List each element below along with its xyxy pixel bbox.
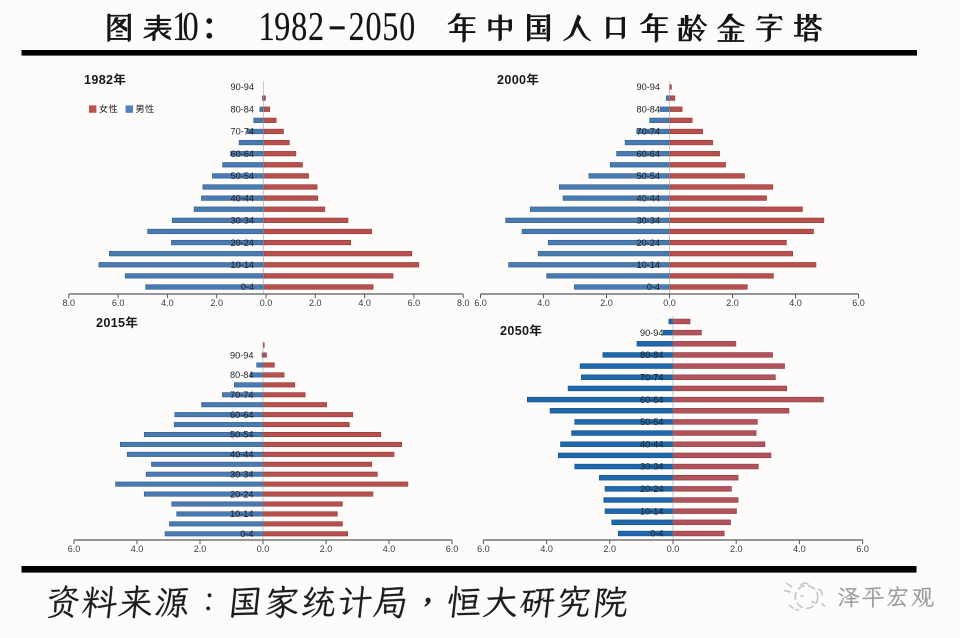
svg-text:0.0: 0.0 [663,298,676,308]
svg-text:20-24: 20-24 [230,489,254,499]
svg-text:10-14: 10-14 [231,260,255,270]
svg-text:20-24: 20-24 [231,238,255,248]
svg-text:30-34: 30-34 [640,462,664,472]
svg-text:20-24: 20-24 [640,484,664,494]
svg-text:90-94: 90-94 [231,82,255,92]
svg-text:40-44: 40-44 [230,450,254,460]
svg-text:4.0: 4.0 [793,544,806,554]
svg-text:70-74: 70-74 [637,127,661,137]
svg-text:0-4: 0-4 [240,529,253,539]
svg-text:80-84: 80-84 [637,104,661,114]
svg-text:1982: 1982 [84,73,113,87]
svg-text:60-64: 60-64 [230,410,254,420]
svg-text:8.0: 8.0 [457,298,470,308]
svg-text:0-4: 0-4 [647,282,660,292]
svg-text:0.0: 0.0 [260,298,273,308]
svg-text:4.0: 4.0 [789,298,802,308]
svg-text:8.0: 8.0 [63,298,76,308]
svg-text:2.0: 2.0 [309,298,322,308]
svg-text:70-74: 70-74 [640,372,664,382]
svg-text:6.0: 6.0 [68,544,81,554]
svg-text:6.0: 6.0 [474,298,487,308]
svg-text:90-94: 90-94 [640,328,664,338]
svg-text:50-54: 50-54 [640,417,664,427]
svg-text:10-14: 10-14 [230,509,254,519]
svg-text:10-14: 10-14 [640,506,664,516]
svg-text:0.0: 0.0 [667,544,680,554]
svg-text:50-54: 50-54 [230,430,254,440]
svg-text:2.0: 2.0 [726,298,739,308]
svg-text:4.0: 4.0 [540,544,553,554]
svg-text:2000: 2000 [497,73,526,87]
svg-text:80-84: 80-84 [230,370,254,380]
svg-text:2.0: 2.0 [604,544,617,554]
svg-text:50-54: 50-54 [637,171,661,181]
svg-text:50-54: 50-54 [231,171,255,181]
svg-text:60-64: 60-64 [231,149,255,159]
svg-text:4.0: 4.0 [161,298,174,308]
svg-text:6.0: 6.0 [477,544,490,554]
svg-text:30-34: 30-34 [637,216,661,226]
svg-text:80-84: 80-84 [640,350,664,360]
svg-text:10-14: 10-14 [637,260,661,270]
svg-text:4.0: 4.0 [131,544,144,554]
svg-text:40-44: 40-44 [231,193,255,203]
svg-text:6.0: 6.0 [856,544,869,554]
svg-text:60-64: 60-64 [637,149,661,159]
svg-text:40-44: 40-44 [640,439,664,449]
svg-text:70-74: 70-74 [230,390,254,400]
svg-text:4.0: 4.0 [537,298,550,308]
svg-text:80-84: 80-84 [231,104,255,114]
svg-text:2.0: 2.0 [320,544,333,554]
svg-text:90-94: 90-94 [637,82,661,92]
svg-text:4.0: 4.0 [383,544,396,554]
svg-text:4.0: 4.0 [358,298,371,308]
svg-text:6.0: 6.0 [408,298,421,308]
svg-text:2050: 2050 [500,324,529,338]
svg-text:30-34: 30-34 [231,216,255,226]
svg-text:90-94: 90-94 [230,350,254,360]
svg-text:2.0: 2.0 [600,298,613,308]
svg-text:40-44: 40-44 [637,193,661,203]
svg-text:20-24: 20-24 [637,238,661,248]
svg-text:2.0: 2.0 [210,298,223,308]
svg-text:0.0: 0.0 [257,544,270,554]
svg-text:6.0: 6.0 [112,298,125,308]
svg-text:6.0: 6.0 [446,544,459,554]
svg-text:70-74: 70-74 [231,127,255,137]
svg-text:60-64: 60-64 [640,395,664,405]
svg-text:30-34: 30-34 [230,469,254,479]
svg-text:0-4: 0-4 [650,529,663,539]
svg-text:0-4: 0-4 [241,282,254,292]
svg-text:2015: 2015 [96,316,125,330]
svg-text:6.0: 6.0 [852,298,865,308]
svg-text:2.0: 2.0 [730,544,743,554]
svg-text:2.0: 2.0 [194,544,207,554]
